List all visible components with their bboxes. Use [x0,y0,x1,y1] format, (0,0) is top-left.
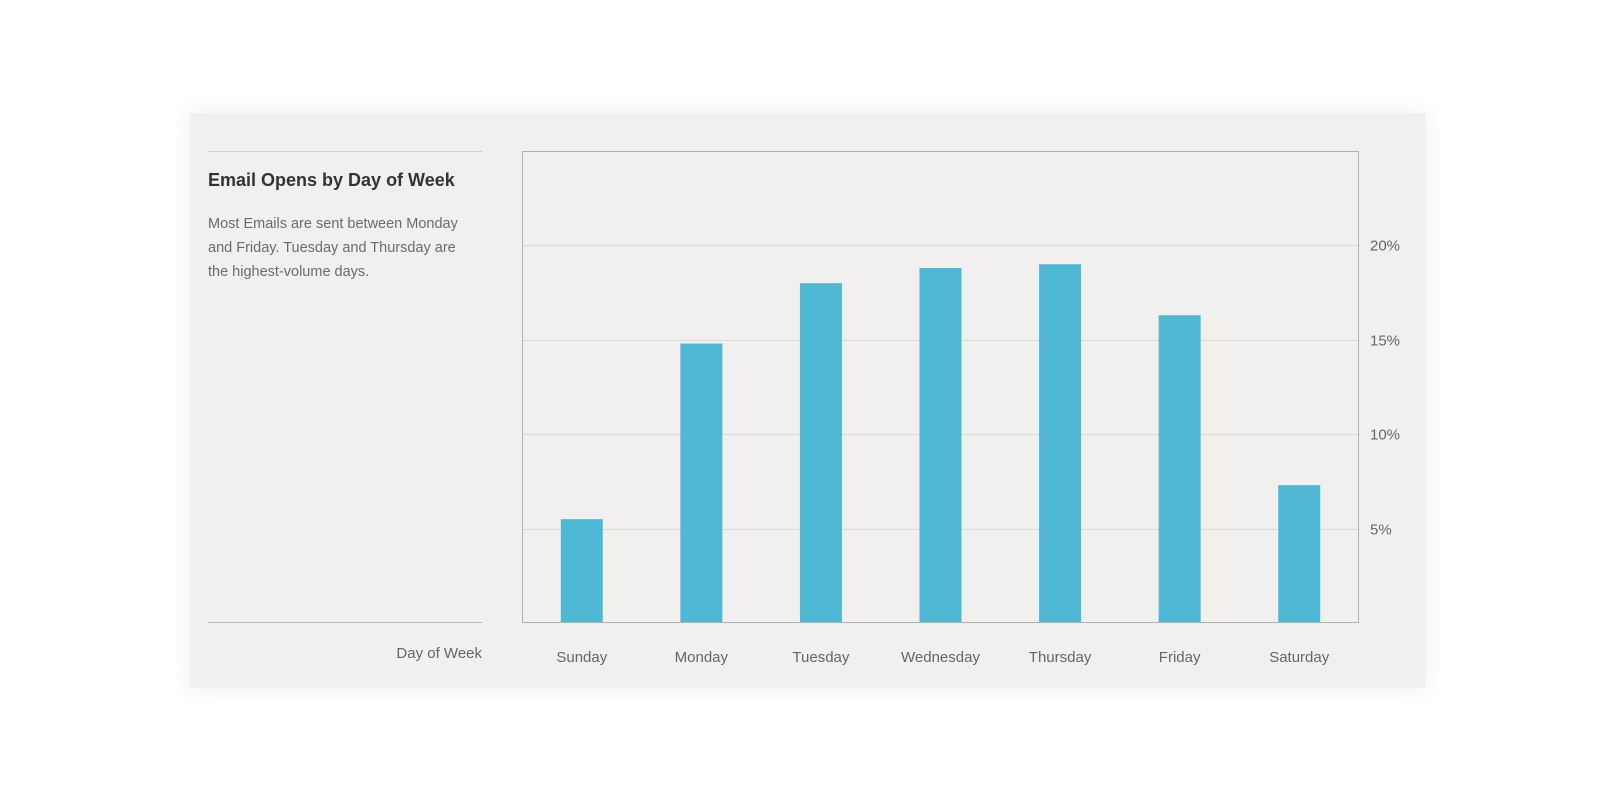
sidebar-top-divider [208,151,482,152]
chart-description: Most Emails are sent between Monday and … [208,216,458,280]
bar [680,343,723,623]
bar [1039,264,1082,623]
plot-frame [522,151,1359,623]
x-tick-label: Tuesday [792,649,849,666]
x-tick-label: Sunday [556,649,607,666]
bars [560,264,1321,623]
x-tick-label: Wednesday [901,649,980,666]
bar [1278,485,1321,623]
tick-labels: 5% 10% 15% 20% Sunday Monday Tuesday Wednesday T… [556,238,1400,667]
bar [1158,315,1201,623]
x-tick-label: Friday [1159,649,1201,666]
y-tick-label: 10% [1370,427,1400,444]
x-tick-label: Saturday [1269,649,1330,666]
bar [560,519,603,623]
plot-border [522,151,1359,623]
sidebar-bottom-divider [208,622,482,623]
bar [919,268,962,623]
x-tick-label: Monday [675,649,729,666]
x-tick-label: Thursday [1029,649,1092,666]
y-tick-label: 5% [1370,522,1392,539]
y-tick-label: 15% [1370,333,1400,350]
chart-title: Email Opens by Day of Week [208,170,455,190]
x-axis-title: Day of Week [396,645,482,662]
y-tick-label: 20% [1370,238,1400,255]
bar [799,283,842,623]
